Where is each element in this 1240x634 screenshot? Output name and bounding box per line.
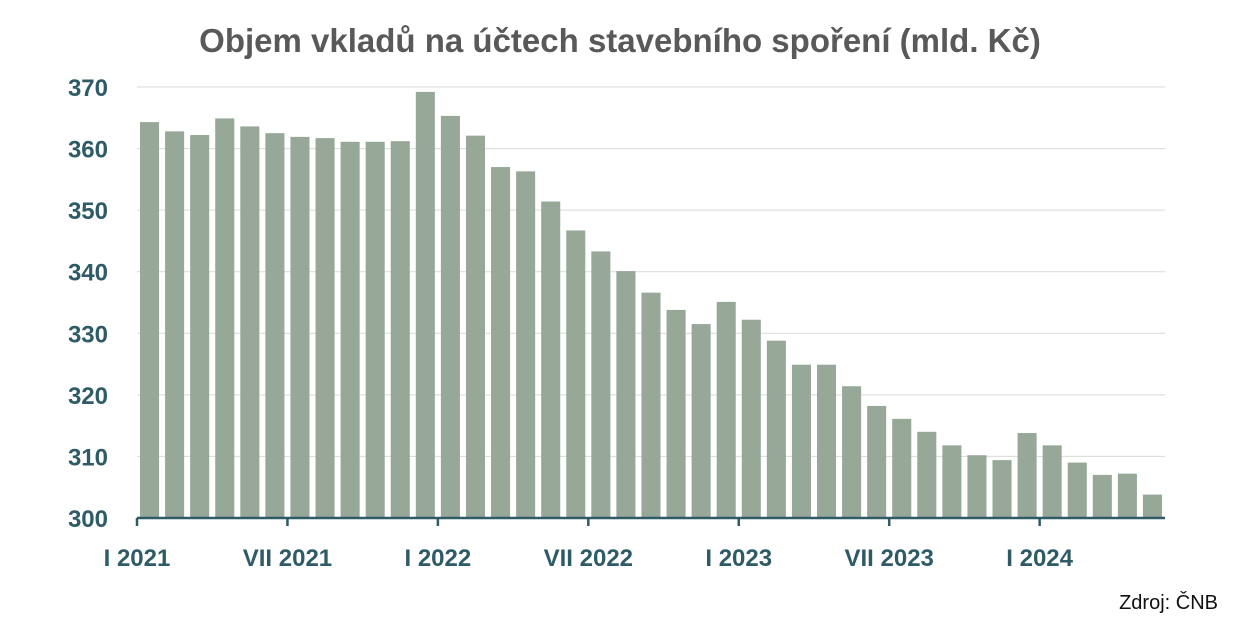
- bar: [716, 301, 736, 518]
- bar: [290, 136, 310, 518]
- bar: [1142, 494, 1162, 518]
- bar: [766, 340, 786, 518]
- bar: [791, 364, 811, 518]
- bar: [465, 135, 486, 519]
- bar: [215, 118, 235, 518]
- bar: [892, 418, 912, 518]
- bar: [566, 230, 586, 518]
- bar: [1117, 473, 1137, 518]
- bar: [365, 141, 385, 518]
- bar: [1042, 445, 1062, 518]
- bar: [240, 126, 260, 519]
- y-tick-label: 360: [68, 137, 108, 164]
- bar: [666, 309, 686, 518]
- bar: [140, 122, 160, 519]
- bar: [992, 460, 1012, 518]
- bar: [165, 131, 185, 518]
- bar: [491, 167, 511, 519]
- bar: [641, 292, 661, 518]
- bar: [516, 171, 536, 519]
- y-tick-label: 300: [68, 506, 108, 533]
- bar: [315, 138, 335, 518]
- y-tick-label: 330: [68, 321, 108, 348]
- x-tick-label: I 2022: [405, 545, 472, 572]
- bar: [440, 115, 460, 518]
- bar: [967, 455, 987, 518]
- y-tick-label: 320: [68, 383, 108, 410]
- bar: [1092, 474, 1112, 518]
- bar: [591, 251, 611, 518]
- tick-labels: 300 310 320 330 340 350 360 370 I 2021 VII 2021 I …: [68, 75, 1074, 572]
- y-tick-label: 310: [68, 444, 108, 471]
- bar: [541, 201, 561, 518]
- x-tick-label: I 2021: [104, 545, 171, 572]
- bars: [140, 91, 1162, 519]
- bar: [942, 445, 962, 518]
- y-tick-label: 340: [68, 260, 108, 287]
- bar: [616, 271, 636, 518]
- bar: [415, 91, 435, 518]
- bar: [867, 405, 887, 518]
- axes: [135, 516, 1165, 526]
- source-note: Zdroj: ČNB: [1119, 592, 1218, 614]
- bar: [1067, 462, 1087, 518]
- x-tick-label: I 2024: [1006, 545, 1073, 572]
- bar: [842, 386, 862, 518]
- bar: [741, 319, 761, 518]
- bar: [265, 133, 285, 518]
- y-tick-label: 350: [68, 198, 108, 225]
- bar: [340, 141, 360, 518]
- x-tick-label: VII 2022: [544, 545, 633, 572]
- chart-title: Objem vkladů na účtech stavebního spořen…: [199, 22, 1041, 59]
- x-tick-label: VII 2023: [844, 545, 933, 572]
- y-tick-label: 370: [68, 75, 108, 102]
- bar: [390, 141, 410, 518]
- x-tick-label: VII 2021: [243, 545, 332, 572]
- bar: [190, 135, 210, 519]
- bar: [691, 324, 711, 518]
- bar: [816, 364, 837, 518]
- bar: [1017, 433, 1037, 518]
- x-tick-label: I 2023: [705, 545, 772, 572]
- bar: [917, 431, 937, 518]
